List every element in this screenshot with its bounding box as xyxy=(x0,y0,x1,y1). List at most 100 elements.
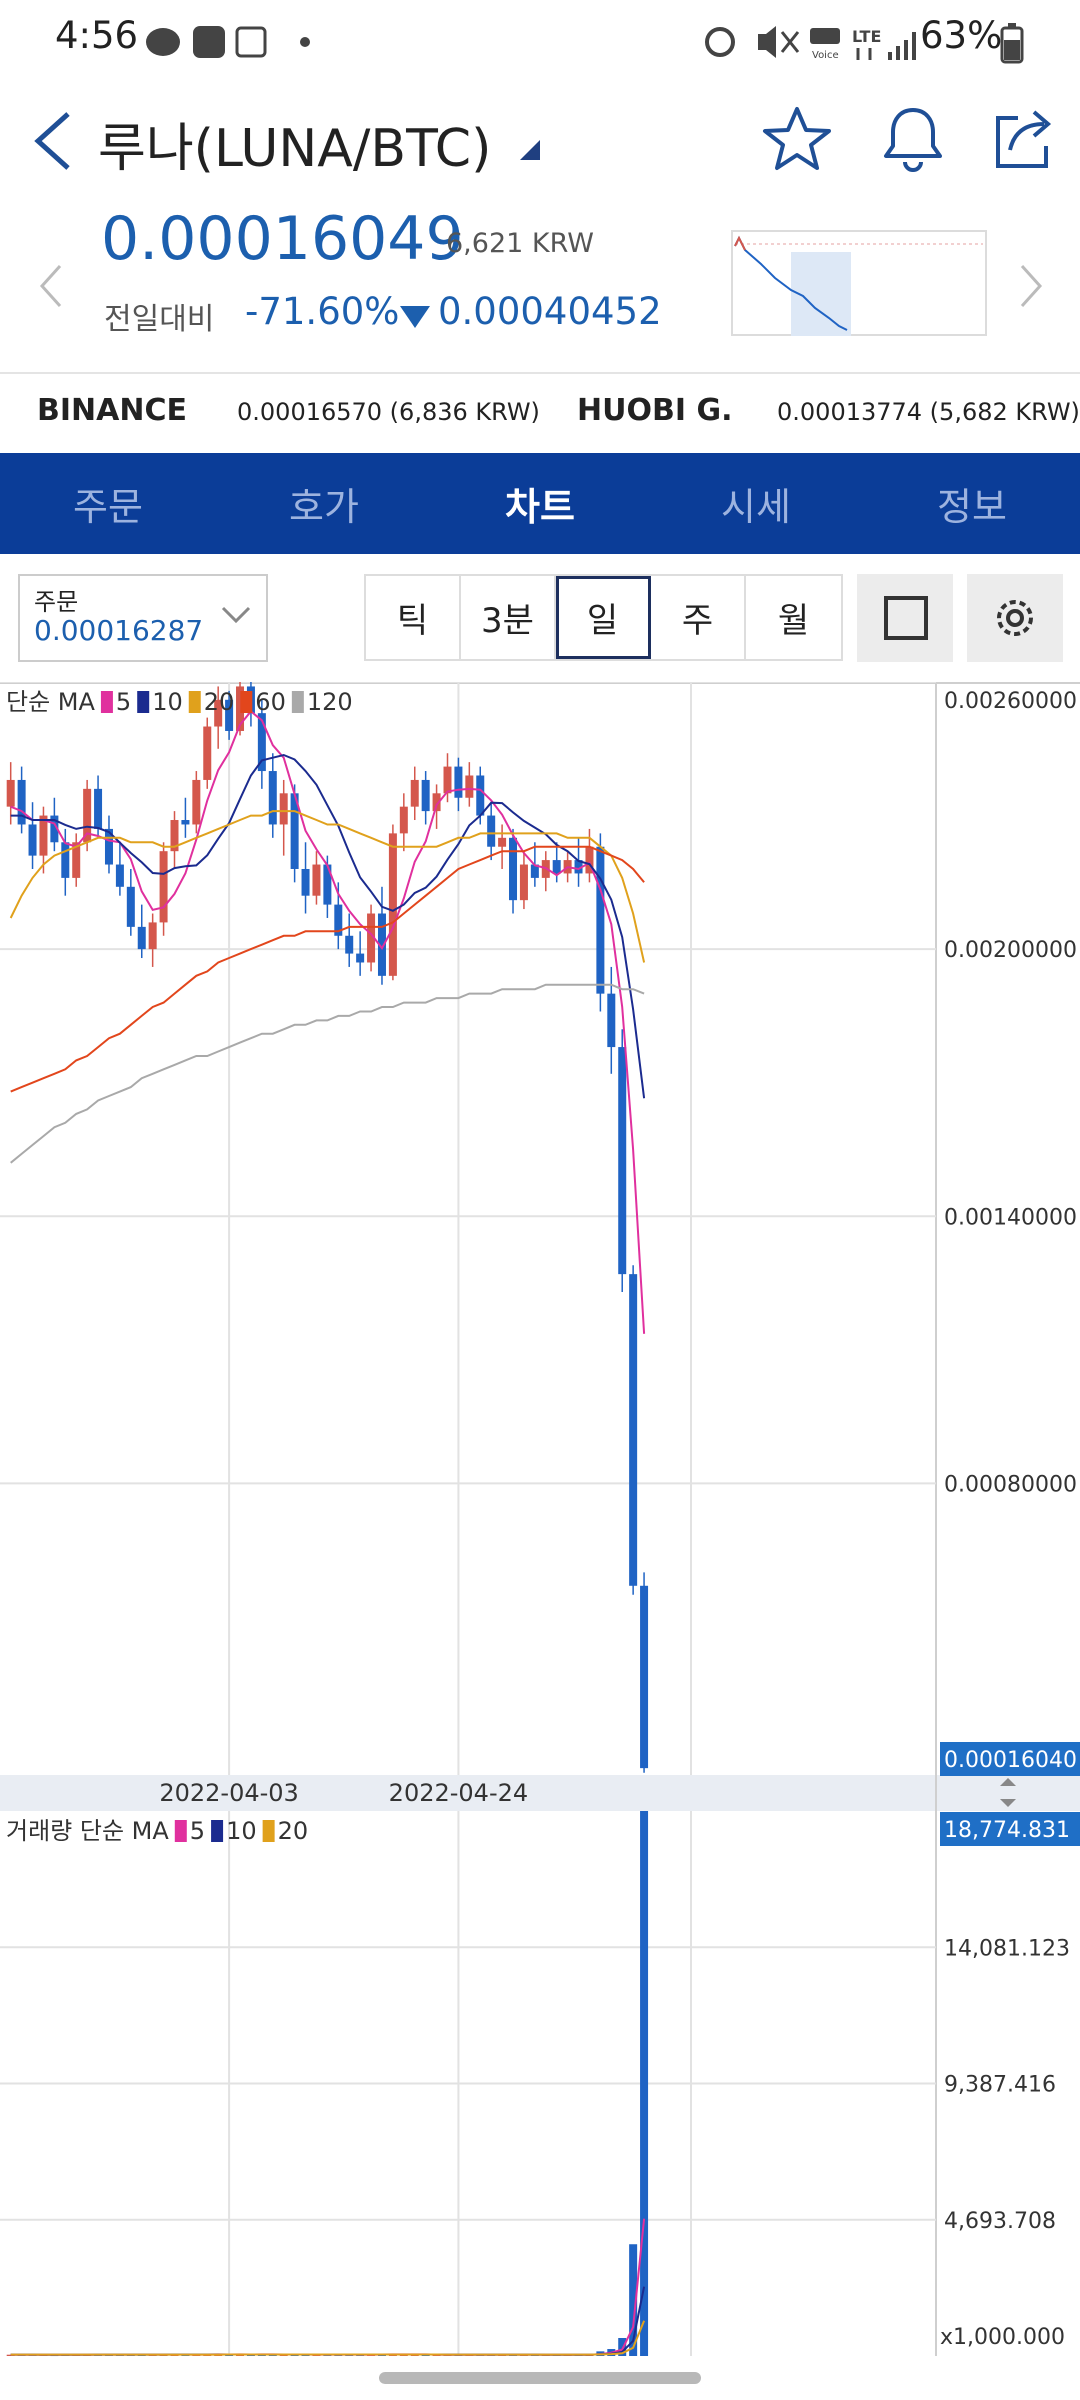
divider xyxy=(0,372,1080,374)
candle-body xyxy=(607,993,616,1048)
candle-body xyxy=(388,833,397,976)
tab[interactable]: 주문 xyxy=(73,485,143,529)
candle-body xyxy=(203,726,212,780)
candle-body xyxy=(421,779,430,812)
candle-body xyxy=(268,771,277,825)
tab[interactable]: 시세 xyxy=(721,485,791,529)
axis-unit-label: x1,000.000 xyxy=(940,2325,1065,2350)
legend-swatch xyxy=(262,1820,275,1842)
tab[interactable]: 차트 xyxy=(505,485,575,529)
legend-swatch xyxy=(291,691,304,713)
ma-line xyxy=(10,2286,646,2356)
candle-body xyxy=(290,793,299,869)
period-button[interactable]: 월 xyxy=(777,601,810,641)
period-button[interactable]: 3분 xyxy=(461,576,556,659)
candle-body xyxy=(94,788,103,829)
candle-body xyxy=(312,864,321,896)
candle-body xyxy=(17,779,26,825)
dropdown-chevron xyxy=(221,606,251,624)
title-dropdown[interactable] xyxy=(518,138,542,162)
order-dropdown[interactable] xyxy=(18,574,268,662)
exchange-name: HUOBI G. xyxy=(577,393,733,428)
status-icons xyxy=(146,26,310,58)
alarm-button[interactable] xyxy=(878,104,948,174)
candle-body xyxy=(585,846,594,874)
volume-bar xyxy=(629,2244,638,2356)
tab[interactable]: 호가 xyxy=(289,485,359,529)
page-title[interactable]: 루나(LUNA/BTC) xyxy=(98,119,492,179)
period-selector: 틱 3분 일 주 월 xyxy=(364,574,843,661)
candle-body xyxy=(28,824,37,856)
ma-line xyxy=(10,2320,646,2356)
legend: 거래량 단순 MA 5 10 20 xyxy=(6,1817,308,1845)
resize-handle[interactable] xyxy=(1000,1778,1016,1807)
legend-label: 10 xyxy=(226,1817,257,1845)
candle-body xyxy=(530,864,539,878)
candle-body xyxy=(454,766,463,798)
battery-icon xyxy=(1000,23,1024,64)
change-pct: -71.60% xyxy=(245,290,400,333)
candle-body xyxy=(61,842,70,878)
candle-body xyxy=(596,846,605,994)
change-abs: 0.00040452 xyxy=(438,290,662,333)
legend-label: 5 xyxy=(190,1817,205,1845)
candle-body xyxy=(225,699,234,731)
legend-swatch xyxy=(211,1820,224,1842)
candle-body xyxy=(148,922,157,950)
y-tick-label: 9,387.416 xyxy=(944,2073,1056,2098)
y-tick-label: 0.00080000 xyxy=(944,1472,1077,1497)
candle-body xyxy=(519,864,528,901)
y-tick-label: 4,693.708 xyxy=(944,2209,1056,2234)
legend-swatch xyxy=(188,691,201,713)
legend-swatch xyxy=(174,1820,187,1842)
legend-label: 60 xyxy=(255,688,286,716)
candle-body xyxy=(618,1047,627,1275)
date-strip xyxy=(0,1775,1080,1811)
candle-body xyxy=(367,913,376,963)
order-label: 주문 xyxy=(34,588,79,616)
candle-body xyxy=(476,775,485,816)
down-arrow xyxy=(400,306,430,328)
candle-body xyxy=(509,837,518,901)
legend: 단순 MA 5 10 20 60 120 xyxy=(6,688,353,716)
krw-price: 6,621 KRW xyxy=(446,228,594,259)
back-button[interactable] xyxy=(28,108,78,174)
svg-text:LTE: LTE xyxy=(852,27,881,46)
ma-line xyxy=(10,845,645,1093)
battery-label: 63% xyxy=(920,14,1003,57)
candle-body xyxy=(377,913,386,976)
legend-title: 거래량 단순 MA xyxy=(6,1817,169,1845)
period-button[interactable]: 주 xyxy=(651,576,746,659)
legend-swatch xyxy=(100,691,113,713)
candle-body xyxy=(137,926,146,950)
volume-bar xyxy=(618,2338,627,2356)
next-coin[interactable] xyxy=(1016,262,1046,310)
fullscreen-button[interactable] xyxy=(857,574,953,662)
period-button[interactable]: 일 xyxy=(556,576,651,659)
legend-label: 5 xyxy=(116,688,131,716)
candle-body xyxy=(257,713,266,772)
y-tick-label: 18,774.831 xyxy=(944,1818,1070,1843)
settings-button[interactable] xyxy=(967,574,1063,662)
candle-body xyxy=(629,1274,638,1586)
change-label: 전일대비 xyxy=(104,302,215,337)
share-button[interactable] xyxy=(988,104,1058,174)
period-button[interactable]: 틱 xyxy=(366,576,461,659)
ma-line xyxy=(10,753,646,1099)
candle-body xyxy=(83,788,92,843)
favorite-button[interactable] xyxy=(762,104,832,174)
last-price-label: 0.00016040 xyxy=(944,1748,1077,1773)
candle-body xyxy=(399,806,408,834)
x-tick-label: 2022-04-24 xyxy=(389,1779,528,1807)
x-tick-label: 2022-04-03 xyxy=(159,1779,298,1807)
tab[interactable]: 정보 xyxy=(937,485,1007,529)
candle-body xyxy=(498,837,507,847)
legend-label: 20 xyxy=(278,1817,309,1845)
chart: 0.00260000 0.00200000 0.00140000 0.00080000… xyxy=(0,682,1080,2357)
tab-bar: 주문 호가 차트 시세 정보 xyxy=(0,453,1080,554)
prev-coin[interactable] xyxy=(36,262,66,310)
candle-body xyxy=(574,860,583,874)
legend-title: 단순 MA xyxy=(6,688,95,716)
